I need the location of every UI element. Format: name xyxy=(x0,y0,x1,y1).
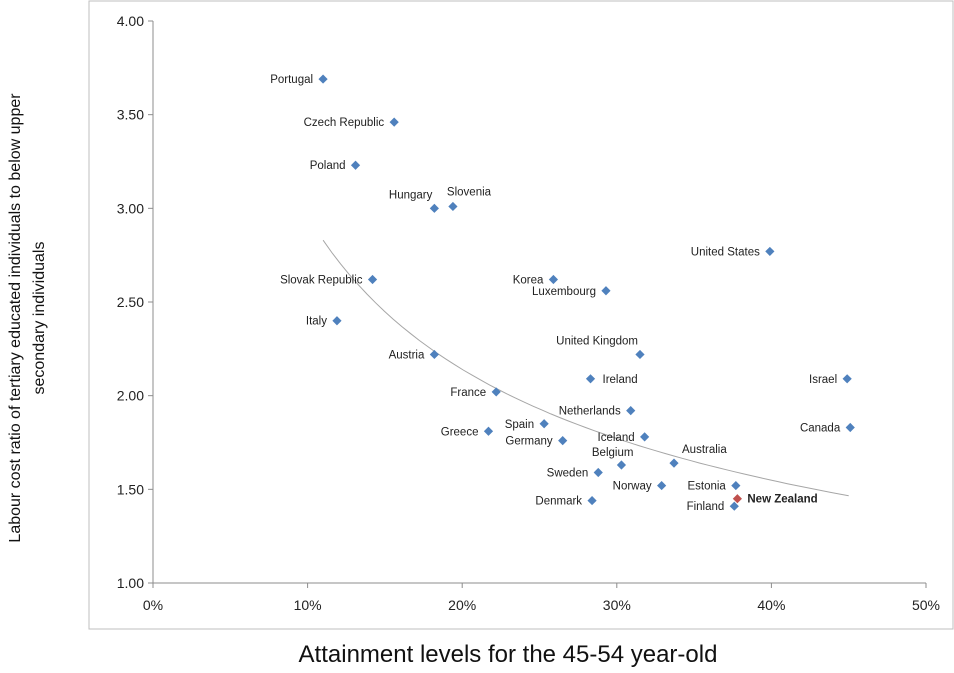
point-spain xyxy=(539,419,549,429)
point-greece xyxy=(483,426,494,436)
point-denmark xyxy=(587,495,597,506)
point-austria xyxy=(429,349,439,360)
y-tick-label: 3.50 xyxy=(117,107,144,123)
point-label-poland: Poland xyxy=(310,160,346,172)
point-iceland xyxy=(640,432,650,442)
point-label-belgium: Belgium xyxy=(592,447,634,459)
point-netherlands xyxy=(626,406,636,416)
x-tick-label: 50% xyxy=(912,597,940,613)
point-sweden xyxy=(593,467,603,478)
point-france xyxy=(491,387,501,397)
point-estonia xyxy=(731,480,741,491)
point-label-australia: Australia xyxy=(682,444,727,456)
data-points: Portugal Czech Republic Poland Hungary Slove… xyxy=(270,74,855,513)
point-label-austria: Austria xyxy=(389,349,425,361)
point-israel xyxy=(842,374,852,384)
point-united-kingdom xyxy=(635,349,645,360)
point-label-slovak-republic: Slovak Republic xyxy=(280,275,363,287)
point-label-italy: Italy xyxy=(306,316,327,328)
y-tick-label: 2.50 xyxy=(117,294,144,310)
point-label-greece: Greece xyxy=(441,426,479,438)
point-label-united-states: United States xyxy=(691,246,760,258)
point-luxembourg xyxy=(601,286,611,296)
y-axis: 1.00 1.50 2.00 2.50 3.00 3.50 4.00 xyxy=(117,13,154,591)
point-label-canada: Canada xyxy=(800,423,841,435)
y-tick-label: 4.00 xyxy=(117,13,144,29)
point-ireland xyxy=(585,374,596,384)
point-label-hungary: Hungary xyxy=(389,189,433,201)
point-label-czech-republic: Czech Republic xyxy=(304,117,385,129)
y-tick-label: 1.50 xyxy=(117,481,144,497)
point-poland xyxy=(350,160,361,170)
point-label-estonia: Estonia xyxy=(687,481,726,493)
x-tick-label: 10% xyxy=(294,597,322,613)
point-label-spain: Spain xyxy=(505,419,534,431)
point-label-denmark: Denmark xyxy=(535,496,582,508)
point-slovenia xyxy=(448,201,458,212)
plot-frame xyxy=(88,0,954,630)
point-label-luxembourg: Luxembourg xyxy=(532,286,596,298)
point-label-norway: Norway xyxy=(613,481,652,493)
point-korea xyxy=(548,274,559,285)
point-italy xyxy=(332,316,342,326)
y-axis-label-line-2: secondary individuals xyxy=(31,242,48,395)
point-canada xyxy=(845,422,855,433)
point-label-iceland: Iceland xyxy=(598,432,635,444)
point-czech-republic xyxy=(389,117,399,127)
y-tick-label: 3.00 xyxy=(117,200,144,216)
point-label-new-zealand: New Zealand xyxy=(747,494,817,506)
x-tick-label: 0% xyxy=(143,597,163,613)
point-label-united-kingdom: United Kingdom xyxy=(556,335,638,347)
point-finland xyxy=(729,501,739,511)
point-australia xyxy=(669,458,679,468)
x-tick-label: 40% xyxy=(757,597,785,613)
x-tick-label: 20% xyxy=(448,597,476,613)
point-label-korea: Korea xyxy=(513,275,544,287)
trend-line xyxy=(322,239,849,497)
point-germany xyxy=(558,436,568,446)
y-axis-label-line-1: Labour cost ratio of tertiary educated i… xyxy=(7,93,24,543)
point-new-zealand xyxy=(732,494,742,504)
point-label-israel: Israel xyxy=(809,374,837,386)
x-axis-label: Attainment levels for the 45-54 year-old xyxy=(299,641,718,668)
point-label-finland: Finland xyxy=(687,501,725,513)
point-label-france: France xyxy=(450,387,486,399)
point-label-sweden: Sweden xyxy=(547,467,589,479)
point-norway xyxy=(657,480,667,491)
y-tick-label: 1.00 xyxy=(117,575,144,591)
point-label-germany: Germany xyxy=(505,436,553,448)
y-tick-label: 2.00 xyxy=(117,388,144,404)
point-belgium xyxy=(616,460,627,470)
point-label-slovenia: Slovenia xyxy=(447,186,492,198)
point-slovak-republic xyxy=(367,274,378,285)
x-axis: 0% 10% 20% 30% 40% 50% xyxy=(143,582,940,613)
point-label-netherlands: Netherlands xyxy=(559,406,621,418)
point-portugal xyxy=(318,74,328,84)
point-label-ireland: Ireland xyxy=(603,374,638,386)
point-label-portugal: Portugal xyxy=(270,74,313,86)
point-united-states xyxy=(765,246,775,257)
point-hungary xyxy=(429,203,439,213)
x-tick-label: 30% xyxy=(603,597,631,613)
